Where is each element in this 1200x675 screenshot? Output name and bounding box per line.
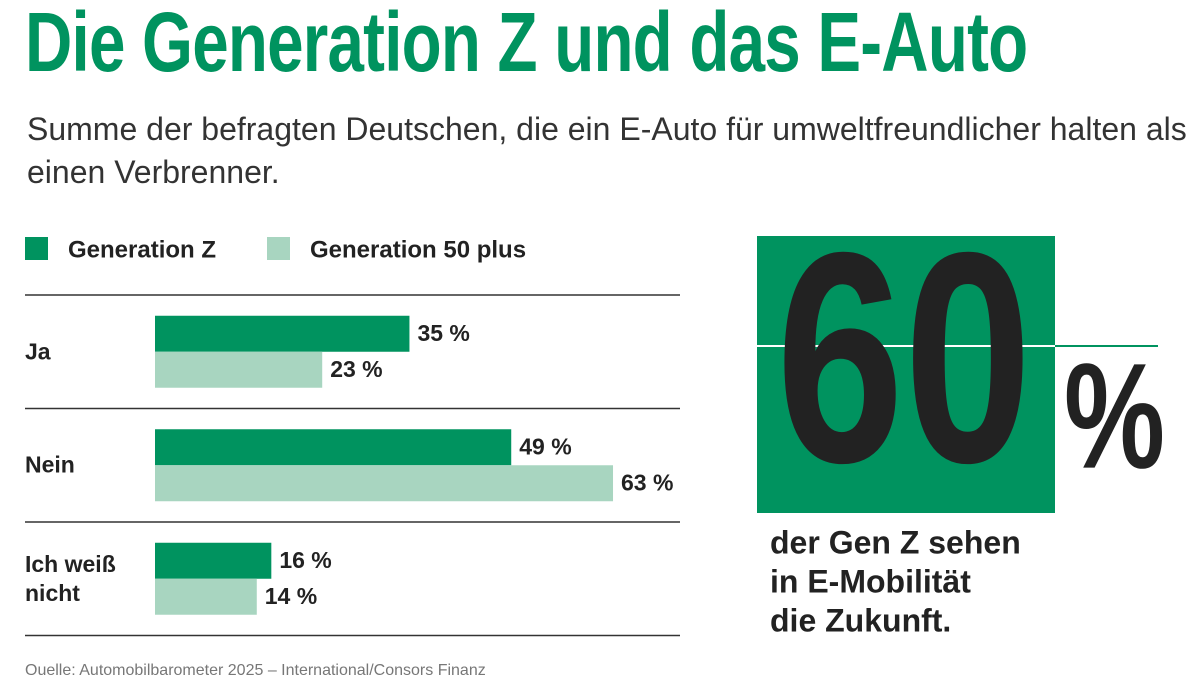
callout-text: in E-Mobilität <box>770 563 971 599</box>
bar <box>155 578 257 615</box>
callout-box <box>757 236 1055 513</box>
legend-label: Generation Z <box>68 236 216 263</box>
source: Quelle: Automobilbarometer 2025 – Intern… <box>25 662 486 675</box>
category-label: Ich weiß nicht <box>25 550 116 606</box>
callout-unit: % <box>1064 332 1165 500</box>
value-label: 49 % <box>519 433 571 459</box>
value-label: 14 % <box>265 583 317 609</box>
category-label: Ja <box>25 338 51 365</box>
legend-label: Generation 50 plus <box>310 236 526 263</box>
value-label: 35 % <box>417 320 469 346</box>
legend-swatch <box>25 237 48 260</box>
bar <box>155 465 614 502</box>
value-label: 63 % <box>621 469 673 495</box>
value-label: 23 % <box>330 356 382 382</box>
chart-title: Die Generation Z und das E-Auto <box>25 0 1028 89</box>
chart-subtitle: Summe der befragten Deutschen, die ein E… <box>27 111 1187 190</box>
bar <box>155 429 512 466</box>
bar <box>155 315 410 352</box>
category-label: Nein <box>25 451 75 478</box>
callout-number: 60 <box>776 189 1032 525</box>
callout-text: die Zukunft. <box>770 602 951 638</box>
callout-text: der Gen Z sehen <box>770 524 1021 560</box>
bar <box>155 351 323 388</box>
value-label: 16 % <box>279 547 331 573</box>
legend-swatch <box>267 237 290 260</box>
bar <box>155 542 272 579</box>
